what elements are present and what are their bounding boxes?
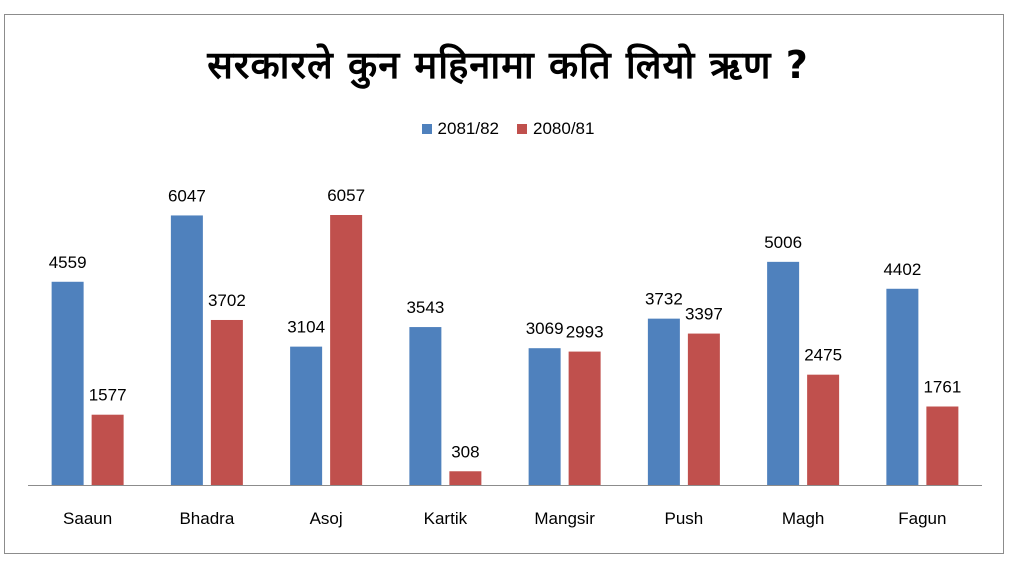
data-label-kartik-series-1: 3543 <box>406 298 444 317</box>
bar-bhadra-series-2 <box>210 319 243 485</box>
category-label-saaun: Saaun <box>63 509 112 528</box>
bar-push-series-2 <box>687 333 720 485</box>
data-label-mangsir-series-2: 2993 <box>566 323 604 342</box>
data-label-fagun-series-2: 1761 <box>923 378 961 397</box>
bar-kartik-series-2 <box>449 471 482 485</box>
category-label-magh: Magh <box>782 509 825 528</box>
category-label-asoj: Asoj <box>310 509 343 528</box>
legend-swatch-series-2 <box>517 124 527 134</box>
bar-bhadra-series-1 <box>170 215 203 485</box>
bar-saaun-series-2 <box>91 414 124 485</box>
data-label-saaun-series-2: 1577 <box>89 386 127 405</box>
bar-magh-series-2 <box>807 374 840 485</box>
category-label-kartik: Kartik <box>424 509 468 528</box>
chart-legend: 2081/82 2080/81 <box>0 119 1016 139</box>
data-label-fagun-series-1: 4402 <box>883 260 921 279</box>
bar-fagun-series-2 <box>926 406 959 485</box>
bar-fagun-series-1 <box>886 288 919 485</box>
data-label-mangsir-series-1: 3069 <box>526 319 564 338</box>
legend-item-series-2: 2080/81 <box>517 119 594 139</box>
data-label-saaun-series-1: 4559 <box>49 253 87 272</box>
data-label-bhadra-series-1: 6047 <box>168 186 206 205</box>
data-label-push-series-2: 3397 <box>685 305 723 324</box>
bar-mangsir-series-1 <box>528 348 561 485</box>
category-label-bhadra: Bhadra <box>179 509 234 528</box>
legend-label-series-2: 2080/81 <box>533 119 595 138</box>
legend-label-series-1: 2081/82 <box>437 119 499 138</box>
legend-swatch-series-1 <box>421 124 432 134</box>
data-label-kartik-series-2: 308 <box>451 442 479 461</box>
category-label-mangsir: Mangsir <box>534 509 595 528</box>
bar-magh-series-1 <box>767 261 800 485</box>
data-label-magh-series-1: 5006 <box>764 233 802 252</box>
category-label-push: Push <box>665 509 704 528</box>
bar-asoj-series-1 <box>290 346 323 485</box>
category-label-fagun: Fagun <box>898 509 946 528</box>
bar-push-series-1 <box>647 318 680 485</box>
data-label-magh-series-2: 2475 <box>804 346 842 365</box>
bar-saaun-series-1 <box>51 281 84 485</box>
data-label-asoj-series-1: 3104 <box>287 318 325 337</box>
legend-item-series-1: 2081/82 <box>421 119 499 139</box>
bar-asoj-series-2 <box>330 215 363 485</box>
bar-kartik-series-1 <box>409 327 442 485</box>
data-label-bhadra-series-2: 3702 <box>208 291 246 310</box>
bar-mangsir-series-2 <box>568 351 601 485</box>
data-label-push-series-1: 3732 <box>645 290 683 309</box>
chart-title: सरकारले कुन महिनामा कति लियो ऋण ? <box>207 43 809 87</box>
data-label-asoj-series-2: 6057 <box>327 186 365 205</box>
